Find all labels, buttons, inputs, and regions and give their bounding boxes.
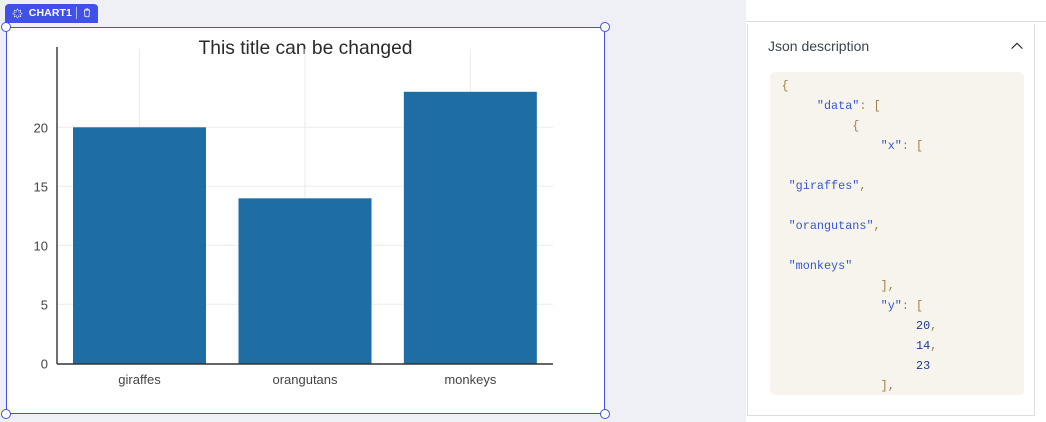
svg-text:giraffes: giraffes: [118, 372, 161, 387]
svg-text:0: 0: [41, 357, 48, 372]
svg-text:15: 15: [34, 180, 48, 195]
svg-text:20: 20: [34, 121, 48, 136]
svg-text:10: 10: [34, 239, 48, 254]
svg-text:orangutans: orangutans: [272, 372, 338, 387]
svg-text:5: 5: [41, 298, 48, 313]
svg-text:monkeys: monkeys: [444, 372, 497, 387]
